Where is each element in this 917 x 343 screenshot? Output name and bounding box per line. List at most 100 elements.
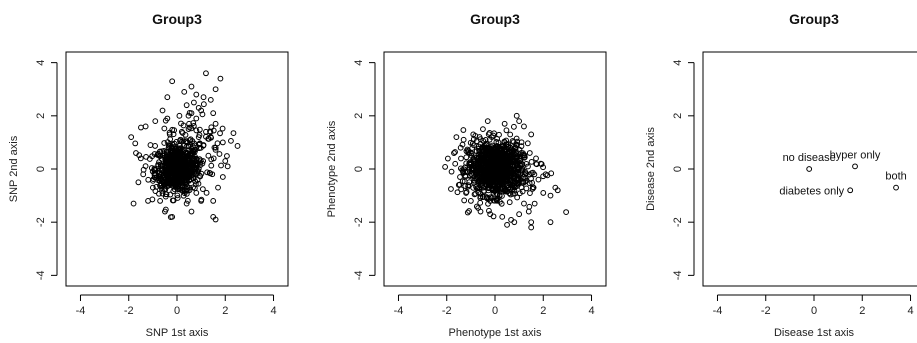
data-points xyxy=(128,70,241,223)
data-point xyxy=(501,161,508,168)
data-point xyxy=(179,179,186,186)
data-point xyxy=(547,219,554,226)
data-point xyxy=(186,184,193,191)
data-point xyxy=(192,146,199,153)
data-point xyxy=(207,96,214,103)
data-point xyxy=(489,176,496,183)
data-point xyxy=(516,161,523,168)
data-point xyxy=(460,127,467,133)
data-point xyxy=(518,139,525,146)
data-point xyxy=(518,143,525,150)
data-point xyxy=(496,145,503,152)
data-point xyxy=(230,130,237,136)
data-point xyxy=(505,158,512,165)
data-point xyxy=(151,172,158,179)
data-point xyxy=(214,140,221,147)
data-point xyxy=(530,184,537,191)
data-point xyxy=(480,126,486,133)
data-point xyxy=(212,120,219,127)
data-point xyxy=(526,150,533,156)
data-point xyxy=(460,168,466,175)
data-point xyxy=(189,143,196,150)
data-point xyxy=(155,152,162,159)
data-point xyxy=(492,187,499,194)
data-point xyxy=(164,179,171,186)
data-point xyxy=(510,123,517,130)
data-point xyxy=(486,174,492,180)
data-point xyxy=(486,207,492,214)
data-point xyxy=(181,88,188,95)
data-point xyxy=(164,94,171,101)
data-point xyxy=(483,166,490,173)
data-point xyxy=(514,194,521,201)
data-point xyxy=(458,186,465,193)
data-point xyxy=(210,155,217,162)
data-point xyxy=(188,110,195,117)
chart-title: Group3 xyxy=(152,11,202,27)
data-point xyxy=(465,183,472,190)
data-point xyxy=(183,200,190,207)
data-point xyxy=(179,162,186,169)
data-point xyxy=(463,154,470,161)
data-point xyxy=(210,110,217,117)
data-point xyxy=(463,190,469,196)
data-point xyxy=(195,165,202,172)
data-point xyxy=(479,148,486,155)
data-point xyxy=(203,128,209,135)
data-point xyxy=(458,155,464,162)
data-point xyxy=(219,125,226,132)
data-point xyxy=(519,188,526,195)
data-point xyxy=(460,136,467,143)
data-point xyxy=(516,118,523,125)
y-tick-label: 0 xyxy=(353,166,365,172)
data-point xyxy=(516,153,523,160)
data-point xyxy=(156,153,163,160)
data-point xyxy=(218,162,224,169)
data-point xyxy=(505,169,512,176)
data-point xyxy=(195,134,202,140)
data-point xyxy=(169,78,176,85)
data-point xyxy=(212,86,219,93)
data-point xyxy=(512,157,518,164)
data-point xyxy=(169,213,176,220)
data-point xyxy=(457,174,463,180)
data-point xyxy=(200,94,207,101)
y-tick-label: 4 xyxy=(353,60,365,66)
data-point xyxy=(198,198,205,204)
data-point xyxy=(503,127,510,134)
data-point xyxy=(168,156,175,163)
data-point xyxy=(488,163,495,169)
data-point xyxy=(442,164,449,170)
data-point xyxy=(157,198,164,204)
plot-frame xyxy=(383,51,607,287)
data-point xyxy=(178,128,185,135)
data-point xyxy=(468,150,475,157)
data-point xyxy=(459,178,466,185)
data-point xyxy=(184,167,191,174)
x-axis-label: Phenotype 1st axis xyxy=(449,327,542,339)
data-point xyxy=(492,153,499,160)
data-point xyxy=(194,177,201,183)
y-axis-label: Disease 2nd axis xyxy=(645,127,657,211)
data-point xyxy=(186,120,192,127)
data-point xyxy=(199,186,206,193)
chart-title: Group3 xyxy=(789,11,839,27)
data-point xyxy=(162,208,168,215)
data-point xyxy=(140,171,147,178)
data-point xyxy=(462,173,469,180)
y-tick-label: 2 xyxy=(35,113,47,119)
x-tick-label: -4 xyxy=(394,305,404,317)
data-point xyxy=(455,182,462,188)
data-point xyxy=(511,219,518,226)
data-point xyxy=(563,209,570,216)
data-point xyxy=(516,211,523,218)
data-point xyxy=(531,200,538,207)
y-tick-label: -2 xyxy=(672,217,684,227)
data-point xyxy=(166,141,173,148)
data-point xyxy=(484,158,491,164)
y-tick-label: -2 xyxy=(35,217,47,227)
data-point xyxy=(215,184,221,191)
data-point xyxy=(480,137,487,144)
data-point xyxy=(473,148,480,155)
data-point xyxy=(477,178,483,184)
